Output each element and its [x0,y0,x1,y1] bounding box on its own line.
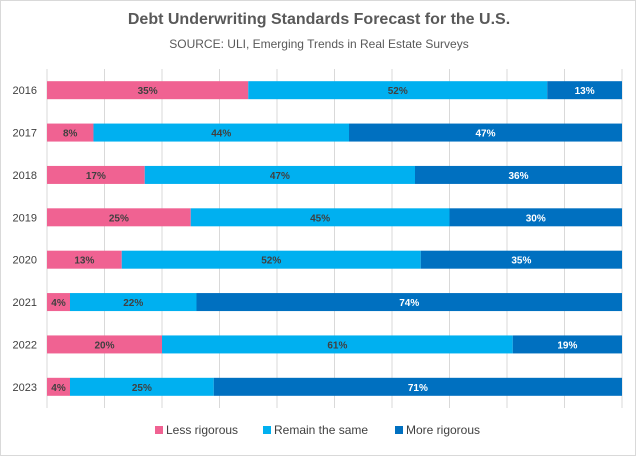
data-label: 30% [526,213,546,224]
bar-segment [93,123,350,142]
bar-segment [47,165,145,184]
bar-segment [47,123,94,142]
bar-segment [415,165,622,184]
bar-segment [196,293,622,312]
category-label: 2022 [13,339,37,351]
legend-swatch [395,426,403,434]
legend-label: More rigorous [406,423,480,437]
data-label: 13% [74,256,94,267]
category-label: 2019 [13,212,37,224]
category-label: 2021 [13,297,37,309]
data-label: 25% [109,213,129,224]
data-label: 44% [211,129,231,140]
bar-segment [47,335,162,354]
data-label: 47% [270,171,290,182]
data-label: 17% [86,171,106,182]
legend-swatch [263,426,271,434]
data-label: 47% [476,129,496,140]
data-label: 8% [63,129,78,140]
bar-segment [144,165,415,184]
data-label: 4% [51,298,66,309]
data-label: 20% [94,340,114,351]
bar-segment [121,250,421,269]
data-label: 35% [138,86,158,97]
bar-segment [47,81,249,100]
category-label: 2023 [13,382,37,394]
chart-subtitle: SOURCE: ULI, Emerging Trends in Real Est… [169,37,469,51]
data-label: 4% [51,383,66,394]
data-label: 36% [508,171,528,182]
category-label: 2018 [13,170,37,182]
data-label: 71% [408,383,428,394]
data-label: 52% [261,256,281,267]
bar-segment [70,377,214,396]
bar-segment [70,293,197,312]
data-label: 13% [575,86,595,97]
chart-title: Debt Underwriting Standards Forecast for… [127,11,511,28]
category-label: 2017 [13,128,37,140]
bar-segment [420,250,622,269]
bar-segment [162,335,513,354]
bar-segment [248,81,548,100]
data-label: 52% [388,86,408,97]
bar-segment [47,293,70,312]
bar-segment [547,81,622,100]
bar-segment [213,377,622,396]
data-label: 25% [132,383,152,394]
data-label: 19% [557,340,577,351]
bar-segment [47,208,191,227]
bar-segment [47,377,70,396]
legend-label: Less rigorous [166,423,238,437]
bar-segment [47,250,122,269]
category-label: 2020 [13,255,37,267]
data-label: 61% [327,340,347,351]
legend-swatch [155,426,163,434]
bar-segment [190,208,450,227]
data-label: 45% [310,213,330,224]
data-label: 35% [511,256,531,267]
data-label: 74% [399,298,419,309]
data-label: 22% [123,298,143,309]
bar-segment [512,335,622,354]
bar-segment [349,123,622,142]
legend-label: Remain the same [274,423,368,437]
category-label: 2016 [13,85,37,97]
bar-segment [449,208,622,227]
